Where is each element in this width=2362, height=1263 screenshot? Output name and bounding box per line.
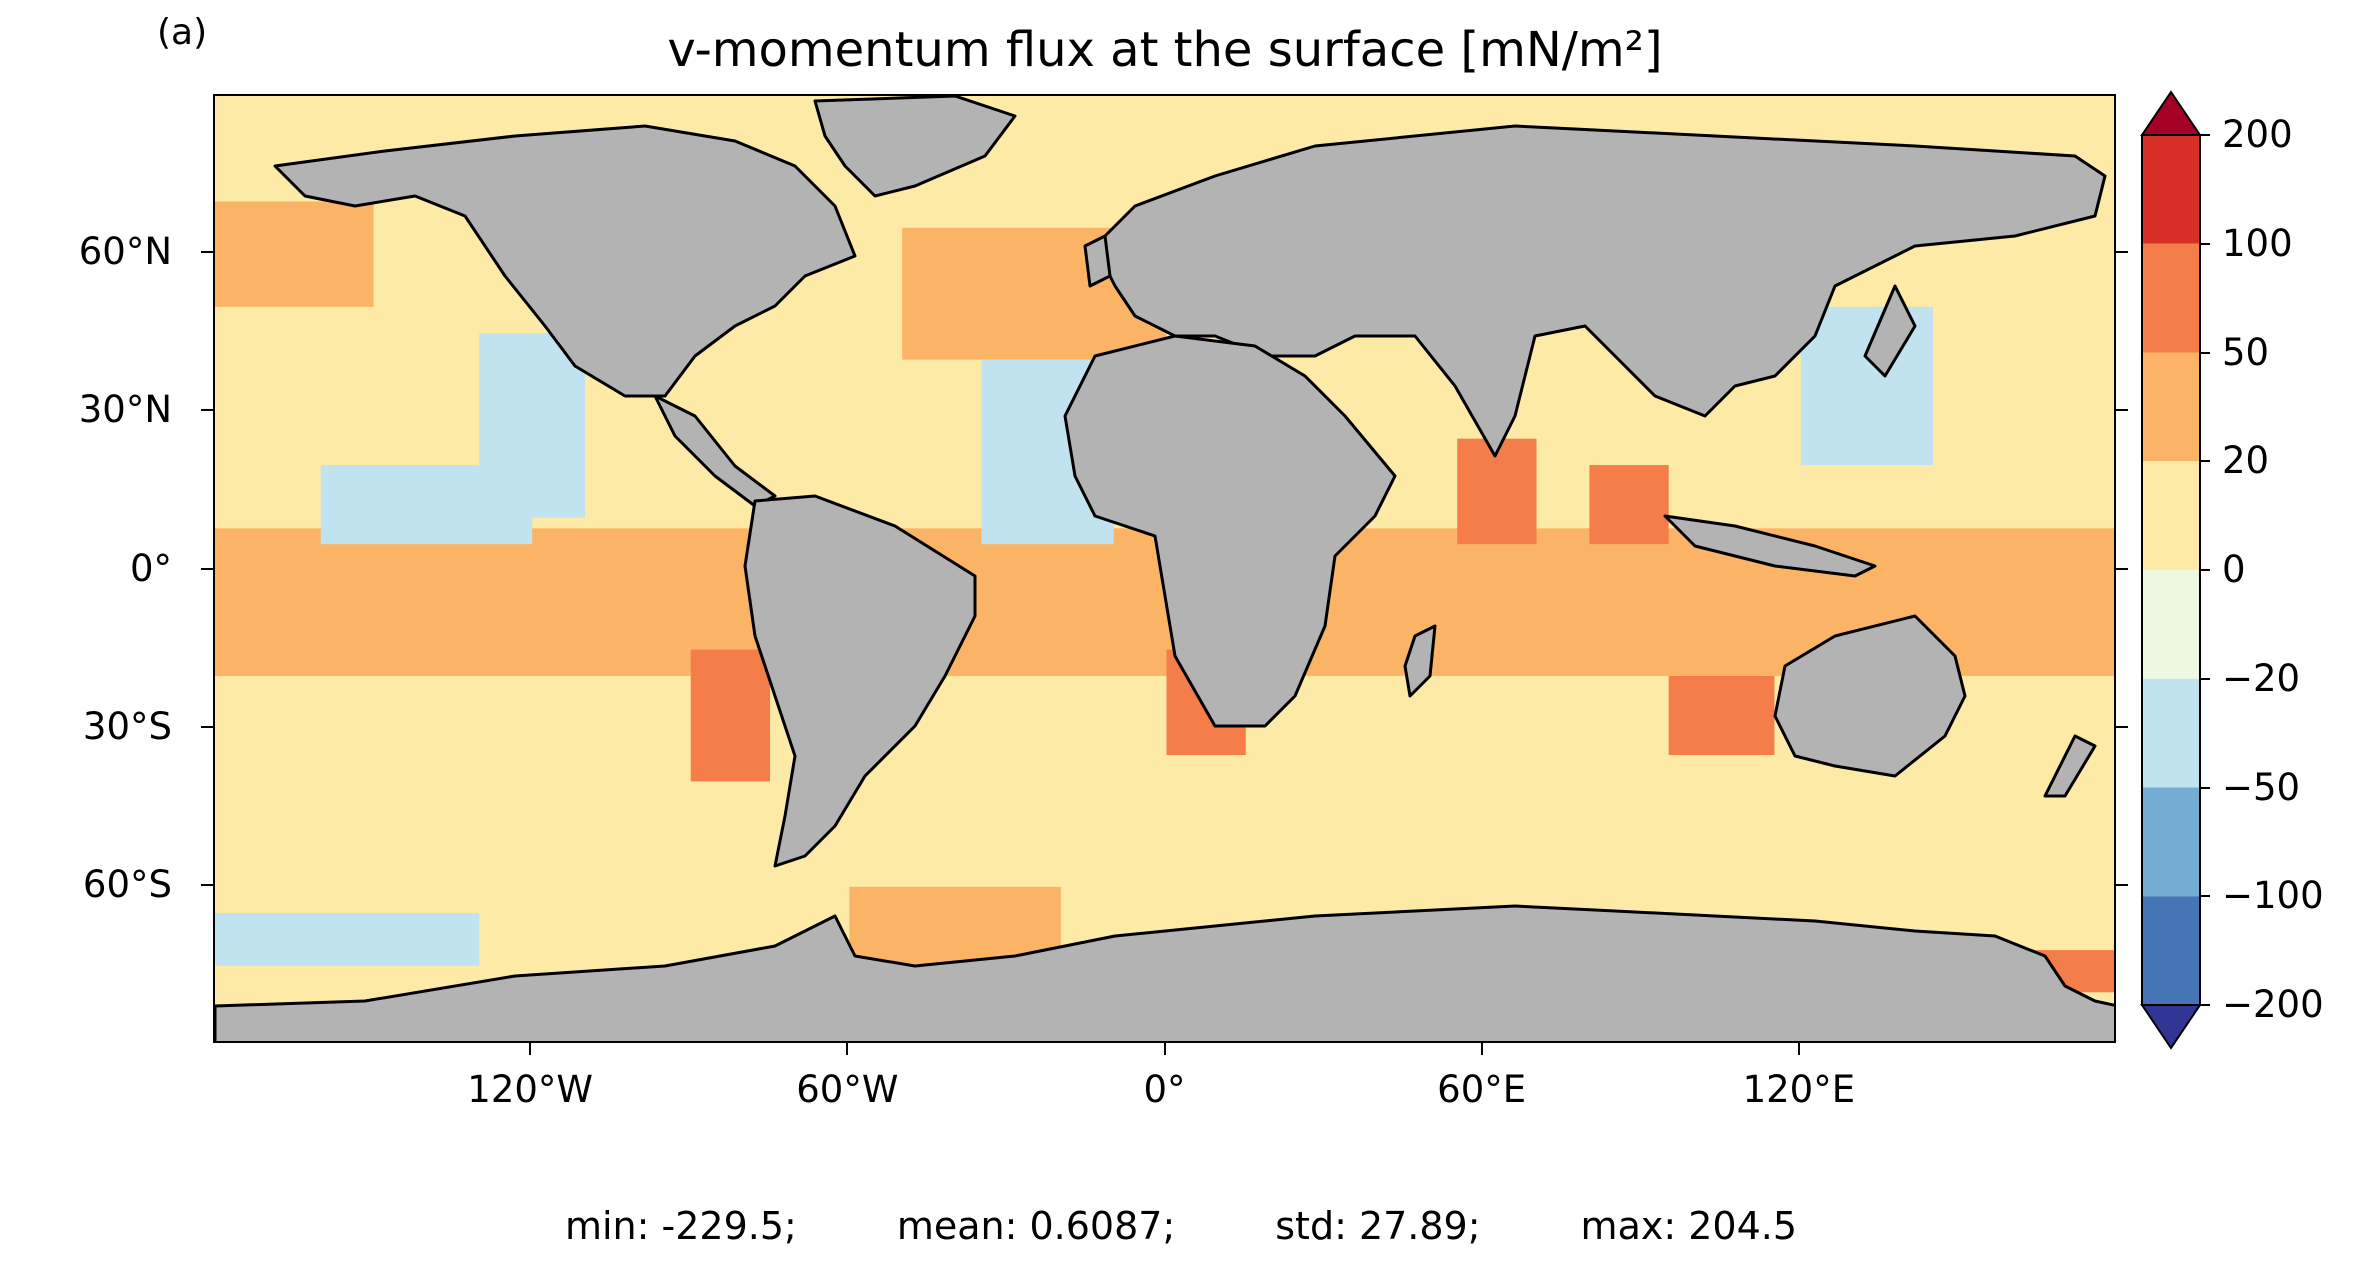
field-region-4 bbox=[690, 649, 771, 782]
stats-line: min: -229.5; mean: 0.6087; std: 27.89; max:… bbox=[0, 1204, 2362, 1248]
colorbar-tick-mark bbox=[2200, 1004, 2210, 1006]
colorbar-segment bbox=[2142, 135, 2200, 244]
field-region-3 bbox=[320, 465, 533, 545]
land-madagascar bbox=[1403, 624, 1437, 698]
colorbar-tick-mark bbox=[2200, 351, 2210, 354]
colorbar-segment bbox=[2142, 461, 2200, 570]
stat-min: min: -229.5; bbox=[564, 1204, 797, 1248]
colorbar-extend-max bbox=[2140, 90, 2202, 136]
colorbar-tick-mark bbox=[2200, 895, 2210, 898]
colorbar-tick-label: 20 bbox=[2222, 439, 2270, 483]
x-tick-mark bbox=[1163, 1043, 1166, 1055]
colorbar-tick-label: −100 bbox=[2222, 874, 2324, 918]
field-region-9 bbox=[1589, 465, 1669, 545]
y-tick-mark bbox=[201, 725, 213, 728]
y-tick-mark bbox=[2116, 251, 2128, 254]
colorbar-segment bbox=[2142, 896, 2200, 1005]
colorbar-extend-min bbox=[2140, 1004, 2202, 1050]
colorbar-tick-mark bbox=[2200, 460, 2210, 463]
colorbar-tick-mark bbox=[2200, 134, 2210, 136]
land-uk bbox=[1083, 234, 1112, 288]
land-central-america bbox=[653, 394, 777, 508]
land-africa bbox=[1063, 334, 1397, 728]
land-antarctica bbox=[215, 904, 2114, 1041]
colorbar-tick-mark bbox=[2200, 569, 2210, 571]
colorbar-segment bbox=[2142, 352, 2200, 462]
land-greenland bbox=[813, 96, 1017, 198]
field-region-8 bbox=[1457, 438, 1537, 545]
colorbar-segment bbox=[2142, 787, 2200, 897]
land-australia bbox=[1773, 614, 1967, 778]
colorbar-tick-mark bbox=[2200, 677, 2210, 680]
land-layer bbox=[215, 96, 2114, 1041]
field-region-0 bbox=[215, 201, 374, 307]
stat-max: max: 204.5 bbox=[1580, 1204, 1798, 1248]
land-japan bbox=[1863, 284, 1917, 378]
colorbar-tick-mark bbox=[2200, 242, 2210, 245]
map-canvas bbox=[215, 96, 2114, 1041]
y-tick-mark bbox=[2116, 725, 2128, 728]
x-tick-mark bbox=[529, 1043, 532, 1055]
map-axes bbox=[213, 94, 2116, 1043]
y-tick-mark bbox=[201, 251, 213, 254]
y-tick-mark bbox=[201, 883, 213, 886]
field-region-10 bbox=[1668, 675, 1775, 756]
x-tick-mark bbox=[1797, 1043, 1800, 1055]
y-tick-mark bbox=[2116, 567, 2128, 570]
colorbar-tick-label: 200 bbox=[2222, 113, 2293, 156]
y-tick-label: 0° bbox=[129, 546, 172, 590]
panel-label: (a) bbox=[157, 12, 208, 53]
colorbar-tick-label: −200 bbox=[2222, 983, 2324, 1026]
y-tick-mark bbox=[201, 409, 213, 412]
colorbar-segment bbox=[2142, 243, 2200, 353]
y-tick-label: 60°N bbox=[78, 230, 172, 274]
y-tick-label: 30°S bbox=[82, 704, 172, 748]
y-tick-mark bbox=[2116, 883, 2128, 886]
x-tick-label: 0° bbox=[1143, 1068, 1186, 1111]
land-indonesia bbox=[1663, 514, 1877, 578]
colorbar-tick-label: −20 bbox=[2222, 656, 2301, 700]
colorbar-tick-label: 0 bbox=[2222, 548, 2246, 591]
y-tick-label: 60°S bbox=[82, 862, 172, 906]
x-tick-label: 120°E bbox=[1742, 1068, 1856, 1111]
y-tick-mark bbox=[201, 567, 213, 570]
colorbar-tick-label: 50 bbox=[2222, 330, 2270, 374]
x-tick-label: 60°W bbox=[796, 1068, 899, 1111]
colorbar-segment bbox=[2142, 678, 2200, 788]
colorbar-segment bbox=[2142, 570, 2200, 679]
land-south-america bbox=[743, 494, 977, 868]
y-tick-mark bbox=[2116, 409, 2128, 412]
x-tick-label: 120°W bbox=[467, 1068, 594, 1111]
x-tick-label: 60°E bbox=[1437, 1068, 1527, 1111]
land-eurasia bbox=[1093, 124, 2107, 458]
field-layer bbox=[215, 201, 2114, 993]
land-north-america bbox=[273, 124, 857, 398]
colorbar-tick-label: 100 bbox=[2222, 221, 2293, 265]
y-tick-label: 30°N bbox=[78, 388, 172, 432]
colorbar-tick-label: −50 bbox=[2222, 765, 2301, 809]
x-tick-mark bbox=[846, 1043, 849, 1055]
colorbar bbox=[2140, 90, 2202, 1050]
stat-std: std: 27.89; bbox=[1275, 1204, 1481, 1248]
land-new-zealand bbox=[2043, 734, 2097, 798]
x-tick-mark bbox=[1480, 1043, 1483, 1055]
stat-mean: mean: 0.6087; bbox=[896, 1204, 1176, 1248]
field-region-13 bbox=[215, 913, 480, 966]
figure-title: v-momentum flux at the surface [mN/m²] bbox=[667, 22, 1663, 78]
colorbar-tick-mark bbox=[2200, 786, 2210, 789]
